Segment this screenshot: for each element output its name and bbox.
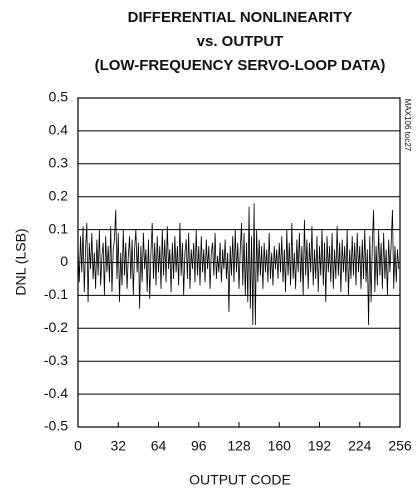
x-tick-label: 128 (227, 438, 251, 454)
x-tick-label: 32 (110, 438, 126, 454)
x-tick-label: 224 (348, 438, 372, 454)
y-tick-label: 0.3 (49, 155, 69, 171)
x-tick-label: 96 (191, 438, 207, 454)
y-tick-label: 0 (60, 253, 68, 269)
y-tick-label: -0.2 (44, 319, 68, 335)
y-tick-label: 0.1 (49, 220, 69, 236)
x-tick-label: 256 (388, 438, 412, 454)
x-axis-label: OUTPUT CODE (189, 472, 291, 488)
x-tick-label: 160 (268, 438, 292, 454)
figure-note: MAX106 toc27 (403, 99, 412, 152)
y-axis-label: DNL (LSB) (13, 228, 29, 295)
chart-title: (LOW-FREQUENCY SERVO-LOOP DATA) (95, 57, 386, 74)
data-line (77, 203, 400, 326)
y-tick-label: 0.2 (49, 187, 69, 203)
chart-title: DIFFERENTIAL NONLINEARITY (128, 9, 353, 26)
y-tick-label: 0.4 (49, 122, 69, 138)
x-tick-label: 192 (308, 438, 332, 454)
y-tick-label: -0.5 (44, 418, 68, 434)
x-tick-label: 0 (74, 438, 82, 454)
y-tick-label: 0.5 (49, 89, 69, 105)
y-tick-label: -0.3 (44, 352, 68, 368)
y-tick-label: -0.1 (44, 286, 68, 302)
plot-frame (77, 97, 401, 428)
chart-title: vs. OUTPUT (197, 33, 284, 50)
y-tick-label: -0.4 (44, 385, 68, 401)
x-tick-label: 64 (151, 438, 167, 454)
